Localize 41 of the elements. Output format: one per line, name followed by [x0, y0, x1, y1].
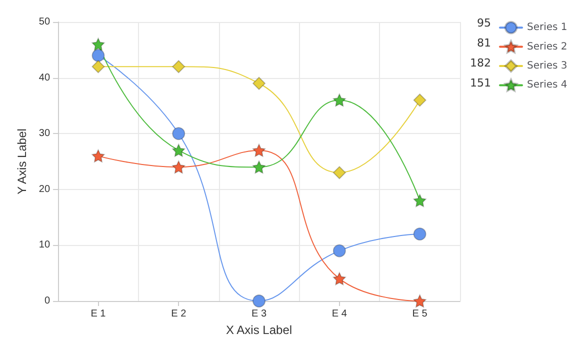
point: [172, 160, 186, 174]
y-tick-label: 40: [38, 72, 50, 84]
x-tick-label: E 4: [332, 308, 348, 320]
point: [92, 48, 105, 62]
legend-label: Series 2: [527, 41, 568, 52]
point: [332, 244, 346, 258]
x-axis-title: X Axis Label: [226, 322, 292, 337]
legend-label: Series 4: [527, 80, 568, 91]
point: [332, 272, 346, 286]
point: [413, 94, 426, 107]
legend-label: Series 3: [527, 60, 568, 72]
point: [332, 94, 346, 107]
point: [252, 144, 266, 157]
y-axis-title: Y Axis Label: [15, 128, 29, 194]
x-tick-label: E 5: [412, 308, 428, 320]
point: [252, 160, 266, 174]
text: 182: [470, 56, 491, 70]
x-tick-label: E 3: [252, 308, 267, 320]
point: [92, 149, 105, 162]
point: [332, 166, 346, 180]
y-tick-label: 30: [38, 128, 50, 140]
legend-label: Series 1: [527, 22, 568, 34]
text: 95: [477, 16, 491, 30]
point: [252, 76, 266, 90]
y-tick-label: 50: [38, 16, 50, 28]
point: [413, 294, 426, 308]
point: [413, 228, 426, 241]
text: 151: [470, 76, 491, 90]
point: [252, 294, 266, 308]
point: [92, 60, 105, 74]
y-tick-label: 0: [44, 296, 50, 306]
y-tick-label: 20: [38, 184, 50, 195]
point: [413, 194, 426, 208]
point: [92, 38, 105, 51]
point: [172, 144, 186, 157]
x-tick-label: E 2: [171, 308, 187, 320]
point: [172, 60, 186, 74]
x-tick-label: E 1: [90, 308, 106, 320]
text: 81: [477, 36, 491, 50]
y-tick-label: 10: [38, 240, 50, 251]
point: [172, 127, 186, 140]
